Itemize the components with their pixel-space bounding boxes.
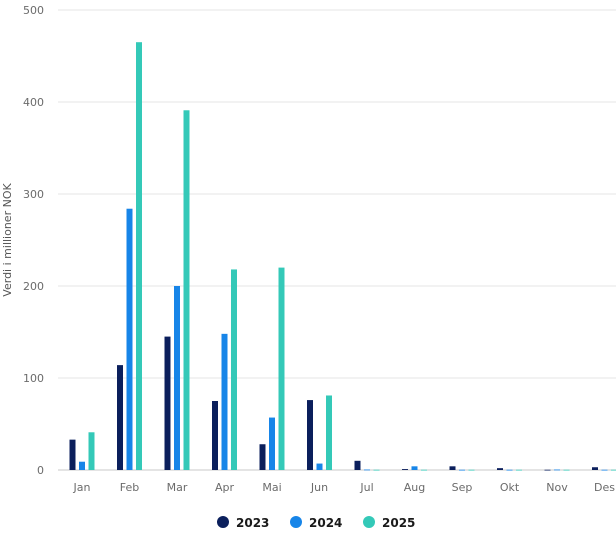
bar-2023-Nov[interactable] [544, 469, 551, 471]
bar-2024-Sep[interactable] [459, 469, 465, 471]
bar-2024-Jul[interactable] [364, 469, 370, 471]
y-tick-label: 400 [23, 96, 44, 109]
x-tick-label: Des [594, 481, 615, 494]
bar-2024-Apr[interactable] [221, 333, 228, 470]
y-axis-ticks: 0 100 200 300 400 500 [23, 4, 44, 477]
bar-2025-Jul[interactable] [373, 469, 380, 471]
x-tick-label: Nov [546, 481, 568, 494]
legend-item-2024[interactable]: 2024 [290, 516, 342, 530]
x-tick-label: Feb [120, 481, 139, 494]
bar-2023-Mai[interactable] [259, 444, 266, 470]
bar-2023-Aug[interactable] [402, 469, 408, 470]
bar-2024-Feb[interactable] [126, 208, 133, 470]
y-axis-label: Verdi i millioner NOK [1, 183, 14, 297]
bar-2024-Aug[interactable] [411, 466, 418, 470]
y-tick-label: 500 [23, 4, 44, 17]
legend-label: 2025 [382, 516, 415, 530]
grid-lines [58, 9, 616, 471]
x-tick-label: Mai [262, 481, 281, 494]
legend-item-2023[interactable]: 2023 [217, 516, 269, 530]
x-tick-label: Jul [359, 481, 373, 494]
x-tick-label: Jun [310, 481, 328, 494]
bar-2023-Apr[interactable] [212, 401, 218, 470]
bar-2023-Des[interactable] [592, 467, 598, 470]
x-tick-label: Apr [215, 481, 235, 494]
y-tick-label: 0 [37, 464, 44, 477]
bar-2025-Des[interactable] [611, 469, 616, 471]
x-tick-label: Sep [452, 481, 473, 494]
bar-2025-Okt[interactable] [516, 469, 522, 471]
legend-item-2025[interactable]: 2025 [363, 516, 415, 530]
bar-2025-Apr[interactable] [231, 269, 237, 470]
bar-2025-Feb[interactable] [136, 42, 142, 470]
x-tick-label: Aug [404, 481, 425, 494]
bar-2023-Jan[interactable] [69, 439, 76, 470]
bar-2025-Sep[interactable] [468, 469, 475, 471]
y-tick-label: 300 [23, 188, 44, 201]
y-tick-label: 200 [23, 280, 44, 293]
bar-2025-Mai[interactable] [278, 267, 285, 470]
x-axis-ticks: Jan Feb Mar Apr Mai Jun Jul Aug Sep Okt Nov Des [73, 481, 616, 494]
y-tick-label: 100 [23, 372, 44, 385]
legend-label: 2024 [309, 516, 342, 530]
bar-2024-Okt[interactable] [506, 469, 513, 471]
bar-2024-Mar[interactable] [174, 286, 180, 470]
legend-swatch [290, 516, 302, 528]
bar-2024-Mai[interactable] [269, 417, 275, 470]
bar-2025-Jun[interactable] [326, 395, 332, 470]
x-tick-label: Mar [167, 481, 188, 494]
bar-2023-Jul[interactable] [354, 460, 361, 470]
bar-2023-Feb[interactable] [117, 365, 123, 470]
legend-label: 2023 [236, 516, 269, 530]
bar-2024-Nov[interactable] [554, 469, 560, 471]
bar-2024-Jan[interactable] [79, 461, 85, 470]
bars [69, 42, 616, 471]
bar-2025-Nov[interactable] [563, 469, 570, 471]
bar-2023-Mar[interactable] [164, 336, 171, 470]
bar-2023-Jun[interactable] [307, 400, 313, 470]
bar-2024-Des[interactable] [601, 469, 608, 471]
legend-swatch [363, 516, 375, 528]
legend-swatch [217, 516, 229, 528]
x-tick-label: Okt [500, 481, 520, 494]
bar-2023-Okt[interactable] [497, 468, 503, 470]
bar-2024-Jun[interactable] [316, 463, 323, 470]
legend[interactable]: 2023 2024 2025 [217, 516, 415, 530]
x-tick-label: Jan [73, 481, 91, 494]
bar-2023-Sep[interactable] [449, 466, 456, 470]
bar-2025-Aug[interactable] [421, 469, 427, 471]
bar-2025-Jan[interactable] [88, 432, 95, 470]
bar-2025-Mar[interactable] [183, 110, 190, 470]
